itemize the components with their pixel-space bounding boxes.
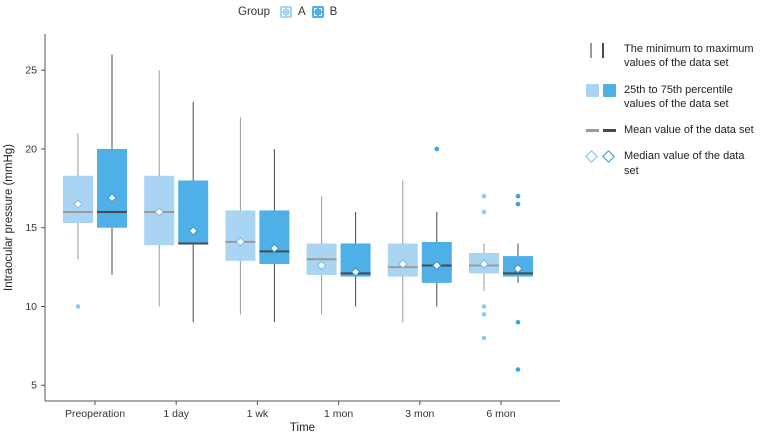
legend-row-percentile: 25th to 75th percentile values of the da… bbox=[584, 83, 760, 112]
outlier-A-5 bbox=[481, 312, 487, 317]
outlier-A-5 bbox=[481, 304, 487, 309]
y-axis-title: Intraocular pressure (mmHg) bbox=[3, 144, 15, 291]
x-tick-label: 1 day bbox=[163, 408, 189, 420]
legend-label-mean: Mean value of the data set bbox=[624, 124, 754, 137]
x-tick-label: 3 mon bbox=[405, 408, 434, 420]
legend-panel: The minimum to maximum values of the dat… bbox=[584, 42, 760, 190]
box-B-2 bbox=[259, 210, 290, 264]
legend-row-minmax: The minimum to maximum values of the dat… bbox=[584, 42, 760, 71]
mean-lines-icon bbox=[584, 123, 624, 132]
minmax-lines-icon bbox=[584, 42, 624, 58]
group-a-label: A bbox=[297, 6, 306, 18]
outlier-A-5 bbox=[481, 335, 487, 341]
group-legend: Group A B bbox=[238, 6, 337, 18]
legend-row-median: Median value of the data set bbox=[584, 149, 760, 178]
median-diamond-B-0 bbox=[107, 193, 117, 203]
legend-row-mean: Mean value of the data set bbox=[584, 123, 760, 137]
median-diamond-A-2 bbox=[235, 237, 246, 247]
outlier-A-0 bbox=[75, 304, 81, 309]
y-tick-label: 20 bbox=[25, 143, 37, 155]
group-b-label: B bbox=[329, 6, 338, 18]
boxplot-canvas: 5 10 15 20 25 Preoperation 1 day 1 wk 1 mon 3 mon… bbox=[3, 34, 560, 434]
median-diamond-B-5 bbox=[513, 263, 523, 274]
x-tick-label: Preoperation bbox=[65, 408, 125, 420]
group-a-swatch-icon bbox=[279, 6, 292, 18]
legend-label-median: Median value of the data set bbox=[624, 150, 745, 177]
median-diamond-B-3 bbox=[350, 267, 361, 277]
x-tick-label: 6 mon bbox=[486, 408, 515, 420]
outlier-B-5 bbox=[515, 201, 521, 207]
legend-label-minmax: The minimum to maximum values of the dat… bbox=[624, 43, 754, 70]
outlier-B-4 bbox=[434, 146, 440, 152]
median-diamonds-icon bbox=[584, 149, 624, 164]
median-diamond-A-1 bbox=[154, 207, 164, 217]
y-tick-label: 25 bbox=[25, 65, 37, 77]
outlier-B-5 bbox=[515, 319, 521, 325]
median-diamond-A-0 bbox=[73, 199, 83, 209]
outlier-B-5 bbox=[515, 367, 521, 372]
legend-label-percentile: 25th to 75th percentile values of the da… bbox=[624, 83, 733, 110]
y-tick-label: 5 bbox=[31, 380, 37, 392]
x-axis-title: Time bbox=[290, 422, 315, 434]
group-legend-title: Group bbox=[238, 6, 270, 18]
median-diamond-A-4 bbox=[398, 259, 408, 269]
outlier-A-5 bbox=[481, 193, 487, 199]
median-diamond-B-4 bbox=[432, 260, 442, 271]
x-tick-label: 1 mon bbox=[324, 408, 353, 420]
median-diamond-B-1 bbox=[188, 226, 198, 236]
median-diamond-A-3 bbox=[316, 260, 327, 271]
percentile-boxes-icon bbox=[584, 83, 624, 97]
box-B-0 bbox=[97, 148, 127, 228]
group-b-swatch-icon bbox=[311, 6, 324, 18]
box-A-2 bbox=[225, 210, 256, 261]
y-tick-label: 15 bbox=[25, 222, 37, 234]
box-A-0 bbox=[63, 175, 93, 224]
median-diamond-A-5 bbox=[479, 259, 489, 269]
outlier-B-5 bbox=[515, 193, 521, 199]
outlier-A-5 bbox=[481, 209, 487, 215]
y-tick-label: 10 bbox=[25, 301, 37, 313]
median-diamond-B-2 bbox=[269, 243, 280, 253]
x-tick-label: 1 wk bbox=[247, 408, 269, 420]
